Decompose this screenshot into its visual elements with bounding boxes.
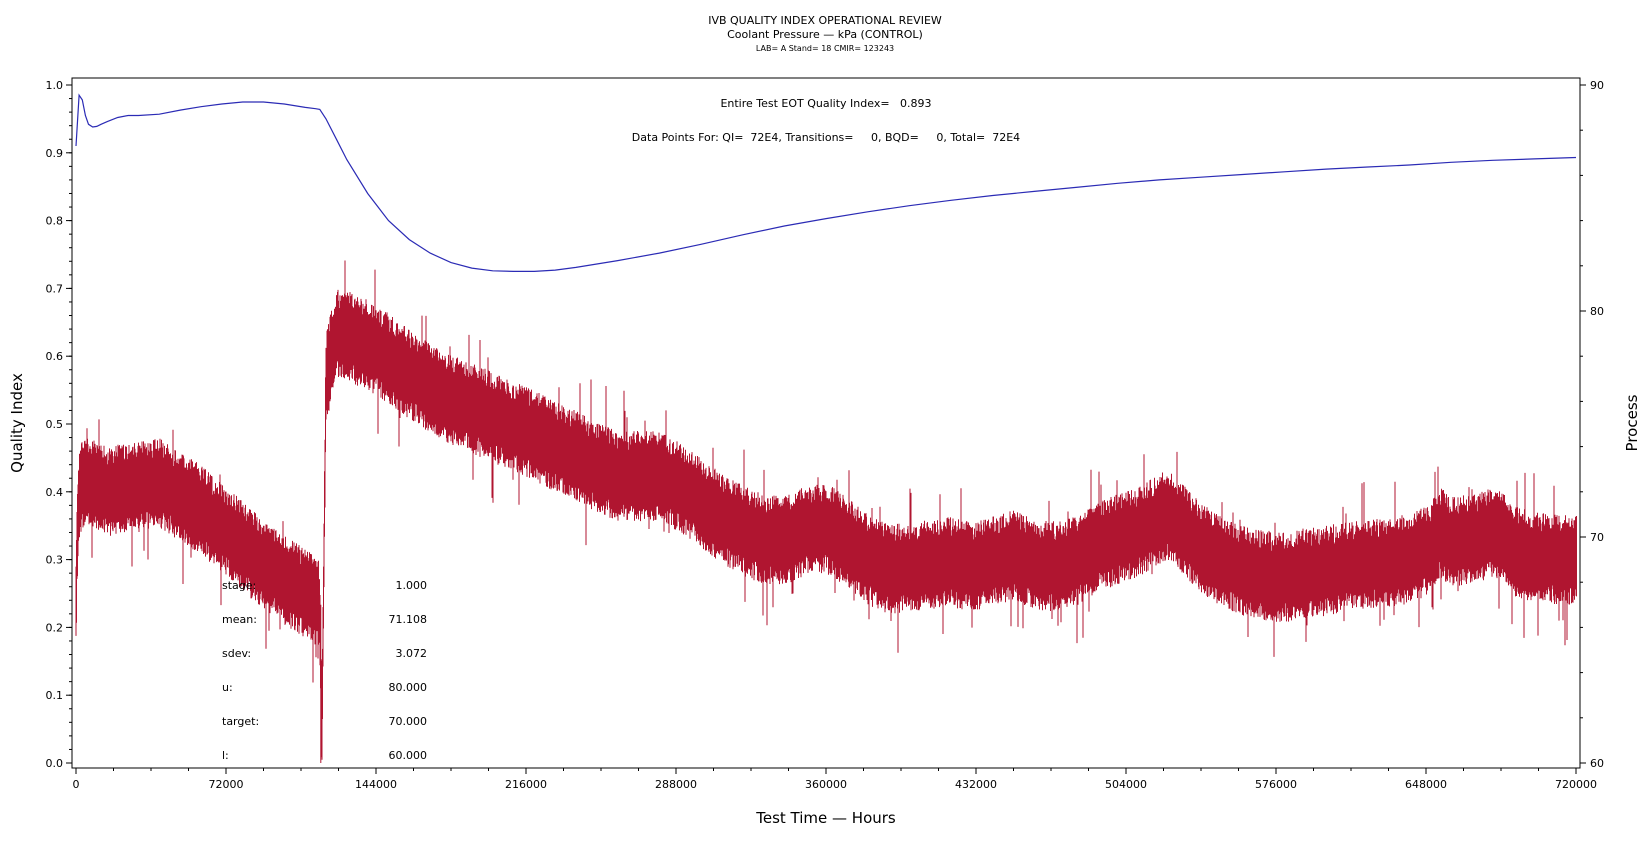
stat-label: l: [222,749,229,762]
stat-value: 70.000 [389,715,428,728]
chart-title: IVB QUALITY INDEX OPERATIONAL REVIEW [708,14,942,27]
y-tick-label: 0.9 [46,147,64,160]
process-series-line [75,260,1577,763]
y-tick-label: 0.5 [46,418,64,431]
x-tick-label: 216000 [505,778,547,791]
y2-tick-label: 80 [1590,305,1604,318]
x-tick-label: 288000 [655,778,697,791]
stat-label: u: [222,681,233,694]
stat-value: 1.000 [396,579,428,592]
y-tick-label: 0.6 [46,350,64,363]
y-tick-label: 0.4 [46,486,64,499]
y-axis-right: 60 70 80 90 [1580,79,1604,770]
x-tick-label: 360000 [805,778,847,791]
data-points-annotation: Data Points For: QI= 72E4, Transitions= … [632,131,1020,144]
y-axis-label: Quality Index [8,373,26,473]
y2-axis-label: Process [1623,394,1641,451]
stat-value: 3.072 [396,647,428,660]
x-tick-label: 720000 [1555,778,1597,791]
y2-tick-label: 70 [1590,531,1604,544]
chart-subtitle: Coolant Pressure — kPa (CONTROL) [727,28,923,41]
y2-tick-label: 90 [1590,79,1604,92]
stat-value: 80.000 [389,681,428,694]
stat-value: 60.000 [389,749,428,762]
y-axis-left: 0.0 0.1 0.2 0.3 0.4 0.5 0.6 0.7 0.8 0.9 1.0 [46,79,72,770]
x-tick-label: 504000 [1105,778,1147,791]
y-tick-label: 0.7 [46,282,64,295]
y-tick-label: 0.1 [46,689,64,702]
y-tick-label: 0.3 [46,554,64,567]
x-tick-label: 72000 [209,778,244,791]
x-tick-label: 144000 [355,778,397,791]
y-tick-label: 0.0 [46,757,64,770]
y-tick-label: 0.2 [46,621,64,634]
x-tick-label: 576000 [1255,778,1297,791]
stat-value: 71.108 [389,613,428,626]
y-tick-label: 1.0 [46,79,64,92]
x-tick-label: 0 [73,778,80,791]
x-tick-label: 432000 [955,778,997,791]
stat-label: mean: [222,613,257,626]
stat-label: target: [222,715,259,728]
chart-info-line: LAB= A Stand= 18 CMIR= 123243 [756,44,894,53]
stat-label: stage: [222,579,256,592]
y-tick-label: 0.8 [46,215,64,228]
x-axis: 0 72000 144000 216000 288000 360000 432000 5040… [73,768,1597,791]
stats-block: stage: 1.000 mean: 71.108 sdev: 3.072 u: 80.000… [222,579,427,762]
x-tick-label: 648000 [1405,778,1447,791]
plot-area [75,93,1577,763]
x-axis-label: Test Time — Hours [755,809,896,827]
quality-index-annotation: Entire Test EOT Quality Index= 0.893 [720,97,931,110]
plot-frame [71,77,1581,769]
y2-tick-label: 60 [1590,757,1604,770]
quality-index-series-line [75,93,1577,272]
stat-label: sdev: [222,647,251,660]
